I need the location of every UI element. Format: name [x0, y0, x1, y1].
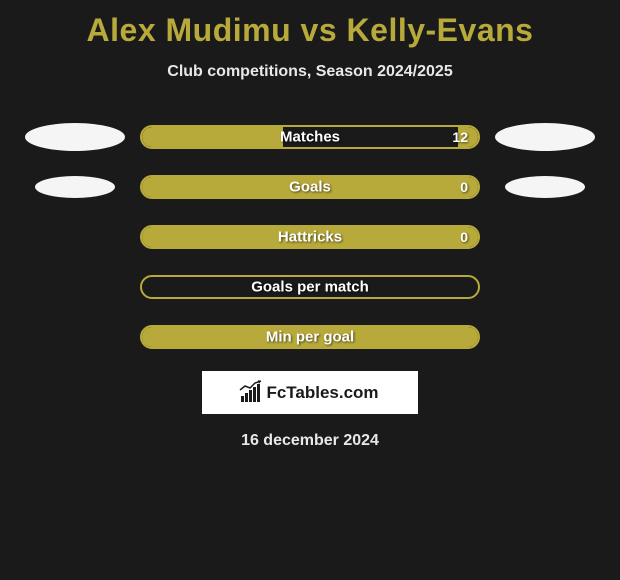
logo-text: FcTables.com: [266, 383, 378, 403]
stat-row: Goals per match: [0, 273, 620, 301]
left-ellipse-slot: [20, 123, 130, 151]
comparison-infographic: Alex Mudimu vs Kelly-Evans Club competit…: [0, 0, 620, 450]
stat-value-right: 0: [460, 179, 468, 195]
right-ellipse-slot: [490, 323, 600, 351]
right-ellipse: [495, 123, 595, 151]
stat-label: Goals per match: [251, 279, 369, 296]
left-ellipse-slot: [20, 173, 130, 201]
left-ellipse-slot: [20, 273, 130, 301]
stat-bar: Goals 0: [140, 175, 480, 199]
right-ellipse-slot: [490, 123, 600, 151]
logo-box: FcTables.com: [202, 371, 418, 414]
logo-chart-icon: [241, 384, 260, 402]
stat-bar: Min per goal: [140, 325, 480, 349]
right-ellipse-slot: [490, 273, 600, 301]
left-ellipse: [35, 176, 115, 198]
stat-value-right: 12: [452, 129, 468, 145]
stat-row: Hattricks 0: [0, 223, 620, 251]
stat-row: Matches 12: [0, 123, 620, 151]
page-title: Alex Mudimu vs Kelly-Evans: [87, 12, 534, 49]
page-subtitle: Club competitions, Season 2024/2025: [167, 63, 452, 81]
bar-fill-left: [142, 127, 283, 147]
stat-bar: Matches 12: [140, 125, 480, 149]
left-ellipse-slot: [20, 223, 130, 251]
stat-label: Hattricks: [278, 229, 342, 246]
stat-row: Goals 0: [0, 173, 620, 201]
stat-bar: Goals per match: [140, 275, 480, 299]
stat-label: Min per goal: [266, 329, 354, 346]
stat-label: Goals: [289, 179, 331, 196]
stat-label: Matches: [280, 129, 340, 146]
left-ellipse-slot: [20, 323, 130, 351]
right-ellipse-slot: [490, 173, 600, 201]
right-ellipse: [505, 176, 585, 198]
stat-rows: Matches 12 Goals 0 Hattricks 0 Goals per match…: [0, 123, 620, 351]
right-ellipse-slot: [490, 223, 600, 251]
stat-bar: Hattricks 0: [140, 225, 480, 249]
date-line: 16 december 2024: [241, 432, 379, 450]
stat-row: Min per goal: [0, 323, 620, 351]
left-ellipse: [25, 123, 125, 151]
stat-value-right: 0: [460, 229, 468, 245]
